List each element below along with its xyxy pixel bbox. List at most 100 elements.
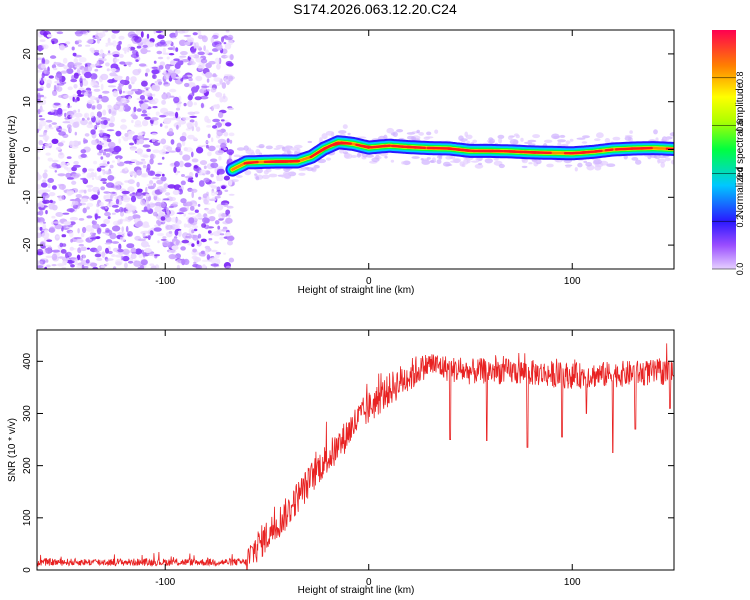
noise-blob: [115, 155, 123, 160]
noise-blob: [106, 148, 113, 152]
halo-blob: [371, 157, 380, 163]
noise-blob: [179, 135, 187, 142]
noise-blob: [45, 247, 52, 254]
noise-blob: [217, 112, 224, 118]
noise-blob: [226, 158, 233, 164]
noise-blob: [133, 106, 137, 113]
noise-blob: [130, 195, 137, 203]
noise-blob: [224, 43, 232, 50]
halo-blob: [273, 147, 281, 150]
halo-blob: [543, 139, 553, 143]
noise-blob: [154, 85, 160, 92]
noise-blob: [46, 239, 53, 242]
noise-blob: [42, 146, 45, 150]
noise-blob: [66, 162, 71, 166]
noise-blob: [68, 230, 74, 238]
noise-blob: [46, 34, 53, 38]
noise-blob: [183, 34, 192, 37]
noise-blob: [102, 109, 107, 116]
noise-blob: [37, 156, 41, 160]
noise-blob: [210, 190, 216, 196]
noise-blob: [100, 169, 105, 172]
noise-blob: [136, 181, 140, 188]
noise-blob: [212, 125, 218, 129]
noise-blob: [73, 237, 82, 240]
halo-blob: [244, 170, 252, 176]
noise-blob: [170, 60, 176, 66]
noise-blob: [82, 226, 87, 234]
halo-blob: [306, 167, 314, 172]
colorbar-tick-label: 0.6: [735, 119, 745, 132]
noise-blob: [112, 90, 119, 97]
noise-blob: [202, 264, 206, 269]
noise-blob: [170, 254, 178, 259]
noise-blob: [98, 142, 105, 146]
noise-blob: [96, 203, 100, 208]
noise-blob: [70, 78, 78, 83]
signal-peak: [406, 145, 427, 150]
noise-blob: [168, 150, 177, 153]
noise-blob: [108, 122, 115, 128]
noise-blob: [48, 75, 54, 79]
noise-blob: [51, 185, 57, 190]
noise-blob: [203, 165, 207, 170]
noise-blob: [44, 169, 48, 173]
noise-blob: [111, 254, 116, 257]
halo-blob: [594, 165, 602, 171]
signal-peak: [380, 144, 391, 148]
noise-blob: [131, 251, 137, 254]
x-tick-label: -100: [155, 276, 175, 287]
noise-blob: [37, 184, 42, 190]
noise-blob: [190, 188, 198, 193]
halo-blob: [585, 162, 593, 167]
noise-blob: [153, 60, 157, 64]
noise-blob: [78, 141, 81, 145]
noise-blob: [151, 69, 160, 75]
noise-blob: [37, 70, 43, 73]
noise-blob: [151, 66, 158, 70]
noise-blob: [136, 169, 143, 176]
noise-blob: [55, 146, 62, 151]
noise-blob: [105, 227, 110, 234]
noise-blob: [214, 167, 218, 173]
noise-blob: [71, 180, 77, 185]
noise-blob: [86, 117, 90, 121]
noise-blob: [114, 208, 120, 213]
noise-blob: [179, 150, 183, 156]
noise-blob: [39, 105, 43, 113]
noise-blob: [125, 76, 130, 81]
noise-blob: [119, 236, 124, 240]
snr-panel: -100 0 100 0 100 200 300 400 Height of straigh…: [7, 329, 675, 596]
noise-blob: [83, 66, 89, 72]
noise-blob: [115, 254, 123, 258]
noise-blob: [121, 226, 124, 233]
noise-blob: [146, 33, 150, 39]
noise-blob: [165, 224, 173, 230]
noise-blob: [106, 68, 110, 72]
noise-blob: [167, 47, 175, 50]
noise-blob: [87, 168, 95, 172]
halo-blob: [649, 154, 657, 158]
noise-blob: [54, 74, 62, 81]
noise-blob: [82, 177, 88, 183]
noise-blob: [71, 166, 77, 172]
noise-blob: [205, 49, 209, 55]
noise-blob: [100, 156, 104, 160]
noise-blob: [127, 186, 135, 193]
noise-blob: [62, 212, 70, 215]
noise-blob: [131, 119, 134, 124]
noise-blob: [153, 183, 156, 188]
noise-blob: [207, 88, 210, 92]
noise-blob: [180, 198, 187, 204]
y-tick-label: 10: [22, 96, 33, 108]
noise-blob: [118, 40, 122, 45]
noise-blob: [221, 82, 227, 89]
noise-blob: [202, 173, 206, 176]
noise-blob: [184, 82, 190, 88]
noise-blob: [135, 30, 141, 35]
noise-blob: [122, 195, 131, 203]
noise-blob: [226, 235, 235, 241]
noise-blob: [170, 217, 179, 223]
noise-blob: [214, 195, 221, 199]
noise-blob: [155, 111, 160, 116]
